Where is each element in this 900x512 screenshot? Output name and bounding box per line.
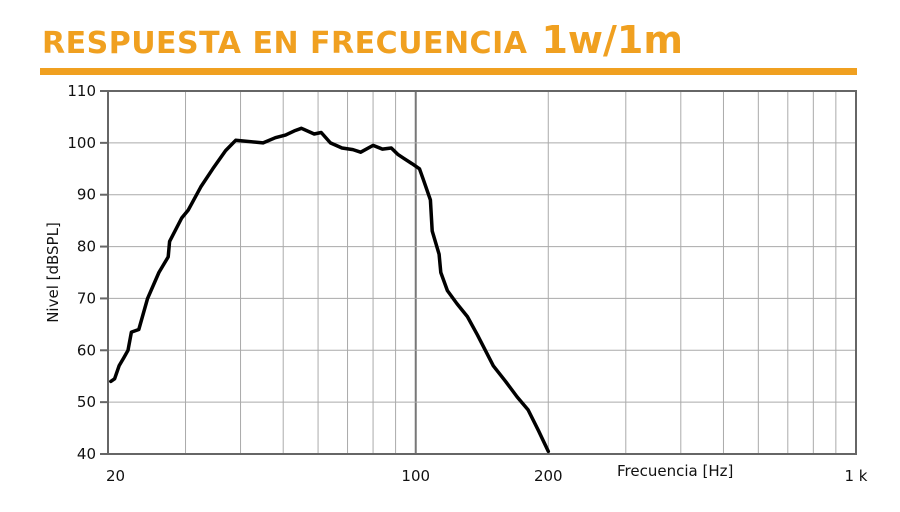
y-axis-ticks: 40 50 60 70 80 90 100 110 <box>67 82 108 463</box>
chart-title: RESPUESTA EN FRECUENCIA 1w/1m <box>42 18 683 66</box>
x-tick-label: 1 k <box>845 467 868 485</box>
y-tick-label: 80 <box>77 238 96 256</box>
y-tick-label: 70 <box>77 289 96 307</box>
y-tick-label: 110 <box>67 82 96 100</box>
chart-grid <box>108 91 856 454</box>
y-axis-label: Nivel [dBSPL] <box>44 222 62 323</box>
x-tick-label: 200 <box>534 467 563 485</box>
chart-title-main: RESPUESTA EN FRECUENCIA <box>42 26 528 61</box>
x-axis-label: Frecuencia [Hz] <box>617 462 733 480</box>
x-tick-label: 20 <box>106 467 125 485</box>
y-tick-label: 40 <box>77 445 96 463</box>
x-axis-ticks: 20 100 200 1 k <box>106 467 868 485</box>
y-tick-label: 100 <box>67 134 96 152</box>
response-curve <box>109 126 551 454</box>
x-tick-label: 100 <box>401 467 430 485</box>
title-underline <box>40 68 857 75</box>
chart-title-subtitle: 1w/1m <box>541 18 683 62</box>
plot-frame <box>107 90 857 455</box>
y-tick-label: 50 <box>77 393 96 411</box>
y-tick-label: 60 <box>77 341 96 359</box>
y-tick-label: 90 <box>77 186 96 204</box>
